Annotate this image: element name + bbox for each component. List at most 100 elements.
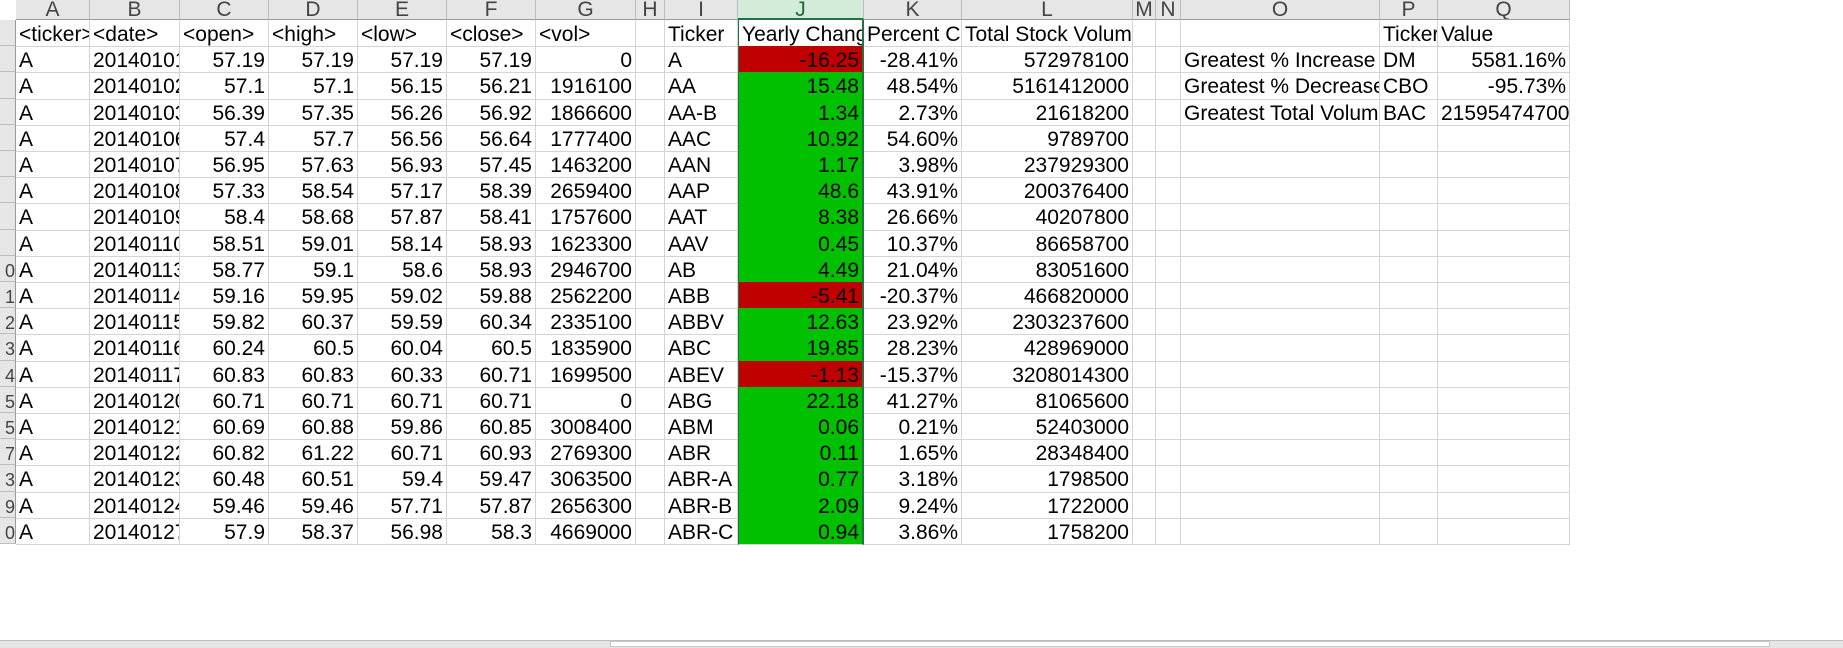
data-cell-high[interactable]: 59.46 bbox=[269, 491, 358, 519]
total-volume-cell[interactable]: 1758200 bbox=[962, 517, 1133, 545]
summary-ticker-cell[interactable]: ABR-C bbox=[665, 517, 738, 545]
data-cell-low[interactable]: 60.71 bbox=[358, 386, 447, 414]
data-cell-open[interactable]: 59.16 bbox=[180, 282, 269, 310]
header-open[interactable]: <open> bbox=[180, 20, 269, 48]
empty-cell[interactable] bbox=[636, 72, 665, 100]
data-cell-ticker[interactable]: A bbox=[16, 465, 90, 493]
total-volume-cell[interactable]: 428969000 bbox=[962, 334, 1133, 362]
empty-cell[interactable] bbox=[1133, 439, 1156, 467]
empty-cell[interactable] bbox=[636, 308, 665, 336]
empty-cell[interactable] bbox=[1380, 334, 1438, 362]
data-cell-low[interactable]: 58.6 bbox=[358, 255, 447, 283]
empty-cell[interactable] bbox=[636, 439, 665, 467]
empty-cell[interactable] bbox=[636, 124, 665, 152]
empty-cell[interactable] bbox=[1156, 98, 1181, 126]
data-cell-vol[interactable]: 1835900 bbox=[536, 334, 636, 362]
empty-cell[interactable] bbox=[636, 491, 665, 519]
empty-cell[interactable] bbox=[1133, 255, 1156, 283]
percent-change-cell[interactable]: 23.92% bbox=[864, 308, 962, 336]
data-cell-open[interactable]: 57.9 bbox=[180, 517, 269, 545]
empty-cell[interactable] bbox=[1133, 151, 1156, 179]
total-volume-cell[interactable]: 28348400 bbox=[962, 439, 1133, 467]
empty-cell[interactable] bbox=[1438, 282, 1570, 310]
column-header-h[interactable]: H bbox=[636, 0, 665, 20]
header-ticker[interactable]: <ticker> bbox=[16, 20, 90, 48]
data-cell-high[interactable]: 59.1 bbox=[269, 255, 358, 283]
data-cell-date[interactable]: 20140116 bbox=[90, 334, 180, 362]
data-cell-close[interactable]: 57.19 bbox=[447, 46, 536, 74]
data-cell-vol[interactable]: 2946700 bbox=[536, 255, 636, 283]
data-cell-open[interactable]: 59.82 bbox=[180, 308, 269, 336]
empty-cell[interactable] bbox=[1133, 98, 1156, 126]
empty-cell[interactable] bbox=[1156, 124, 1181, 152]
greatest-value-cell[interactable]: 5581.16% bbox=[1438, 46, 1570, 74]
empty-cell[interactable] bbox=[1380, 177, 1438, 205]
data-cell-high[interactable]: 57.19 bbox=[269, 46, 358, 74]
header-yearly-change[interactable]: Yearly Change bbox=[738, 20, 864, 48]
percent-change-cell[interactable]: 0.21% bbox=[864, 413, 962, 441]
empty-cell[interactable] bbox=[1156, 72, 1181, 100]
empty-cell[interactable] bbox=[1133, 491, 1156, 519]
data-cell-close[interactable]: 60.85 bbox=[447, 413, 536, 441]
empty-cell[interactable] bbox=[1133, 386, 1156, 414]
data-cell-vol[interactable]: 2769300 bbox=[536, 439, 636, 467]
empty-cell[interactable] bbox=[1133, 517, 1156, 545]
empty-cell[interactable] bbox=[1380, 151, 1438, 179]
yearly-change-cell[interactable]: -1.13 bbox=[738, 360, 864, 388]
data-cell-ticker[interactable]: A bbox=[16, 255, 90, 283]
row-header[interactable]: 2 bbox=[0, 308, 16, 335]
data-cell-ticker[interactable]: A bbox=[16, 334, 90, 362]
empty-cell[interactable] bbox=[1438, 360, 1570, 388]
data-cell-low[interactable]: 59.59 bbox=[358, 308, 447, 336]
yearly-change-cell[interactable]: 10.92 bbox=[738, 124, 864, 152]
empty-cell[interactable] bbox=[1133, 203, 1156, 231]
column-header-m[interactable]: M bbox=[1133, 0, 1156, 20]
data-cell-low[interactable]: 59.02 bbox=[358, 282, 447, 310]
data-cell-close[interactable]: 57.87 bbox=[447, 491, 536, 519]
data-cell-high[interactable]: 57.35 bbox=[269, 98, 358, 126]
row-header[interactable] bbox=[0, 151, 16, 178]
row-header[interactable]: 7 bbox=[0, 439, 16, 466]
empty-cell[interactable] bbox=[636, 20, 665, 48]
data-cell-close[interactable]: 56.21 bbox=[447, 72, 536, 100]
column-header-q[interactable]: Q bbox=[1438, 0, 1570, 20]
percent-change-cell[interactable]: 21.04% bbox=[864, 255, 962, 283]
empty-cell[interactable] bbox=[636, 177, 665, 205]
data-cell-high[interactable]: 58.68 bbox=[269, 203, 358, 231]
empty-cell[interactable] bbox=[636, 413, 665, 441]
summary-ticker-cell[interactable]: AAV bbox=[665, 229, 738, 257]
data-cell-date[interactable]: 20140108 bbox=[90, 177, 180, 205]
greatest-value-cell[interactable]: -95.73% bbox=[1438, 72, 1570, 100]
data-cell-open[interactable]: 60.71 bbox=[180, 386, 269, 414]
data-cell-high[interactable]: 60.51 bbox=[269, 465, 358, 493]
data-cell-low[interactable]: 57.87 bbox=[358, 203, 447, 231]
empty-cell[interactable] bbox=[1156, 203, 1181, 231]
data-cell-open[interactable]: 58.77 bbox=[180, 255, 269, 283]
summary-ticker-cell[interactable]: ABR-A bbox=[665, 465, 738, 493]
empty-cell[interactable] bbox=[1156, 229, 1181, 257]
data-cell-date[interactable]: 20140120 bbox=[90, 386, 180, 414]
row-header[interactable] bbox=[0, 177, 16, 204]
row-header[interactable]: 3 bbox=[0, 334, 16, 361]
summary-ticker-cell[interactable]: AAN bbox=[665, 151, 738, 179]
data-cell-close[interactable]: 60.5 bbox=[447, 334, 536, 362]
empty-cell[interactable] bbox=[1380, 360, 1438, 388]
empty-cell[interactable] bbox=[1181, 151, 1380, 179]
data-cell-date[interactable]: 20140127 bbox=[90, 517, 180, 545]
percent-change-cell[interactable]: 48.54% bbox=[864, 72, 962, 100]
yearly-change-cell[interactable]: 0.11 bbox=[738, 439, 864, 467]
column-header-e[interactable]: E bbox=[358, 0, 447, 20]
header-low[interactable]: <low> bbox=[358, 20, 447, 48]
empty-cell[interactable] bbox=[636, 203, 665, 231]
empty-cell[interactable] bbox=[1380, 255, 1438, 283]
total-volume-cell[interactable]: 200376400 bbox=[962, 177, 1133, 205]
empty-cell[interactable] bbox=[1181, 124, 1380, 152]
data-cell-high[interactable]: 57.1 bbox=[269, 72, 358, 100]
column-header-a[interactable]: A bbox=[16, 0, 90, 20]
header-vol[interactable]: <vol> bbox=[536, 20, 636, 48]
empty-cell[interactable] bbox=[1438, 177, 1570, 205]
data-cell-vol[interactable]: 1623300 bbox=[536, 229, 636, 257]
empty-cell[interactable] bbox=[1156, 413, 1181, 441]
yearly-change-cell[interactable]: 2.09 bbox=[738, 491, 864, 519]
